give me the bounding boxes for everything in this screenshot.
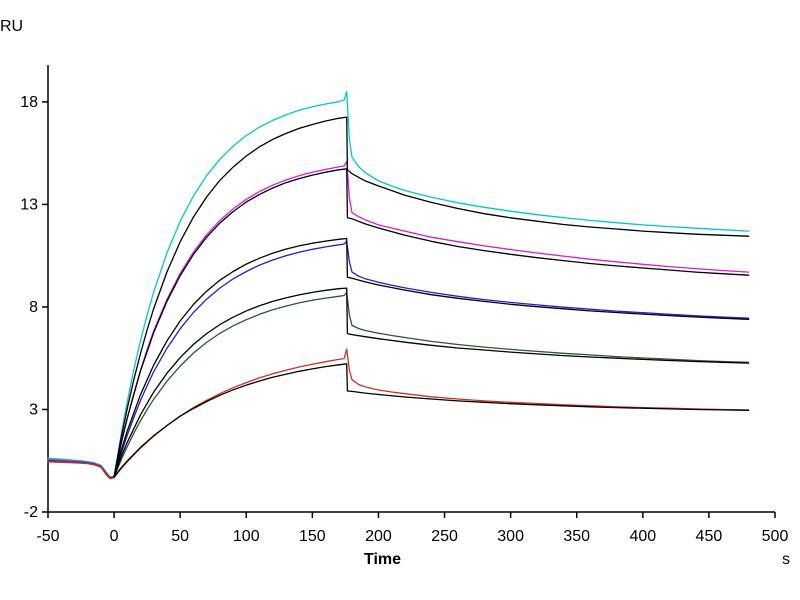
y-tick-label: -2 <box>24 504 38 521</box>
x-tick-label: 350 <box>563 528 590 545</box>
series-fit-2-black <box>113 168 750 478</box>
series-response-5-red <box>47 348 750 480</box>
series-fit-4-black <box>113 287 750 478</box>
x-axis-title: Time <box>364 551 402 568</box>
x-axis-unit-label: s <box>782 551 790 568</box>
series-response-1-cyan <box>47 91 750 478</box>
x-tick-label: 50 <box>171 528 189 545</box>
x-tick-label: 450 <box>696 528 723 545</box>
x-tick-label: 200 <box>365 528 392 545</box>
x-tick-label: 0 <box>110 528 119 545</box>
x-tick-label: 500 <box>762 528 789 545</box>
y-tick-label: 18 <box>20 94 38 111</box>
series-fit-3-black <box>113 237 750 478</box>
y-tick-label: 3 <box>29 401 38 418</box>
x-tick-label: 250 <box>431 528 458 545</box>
series-response-4-green <box>47 291 750 479</box>
y-axis-unit-label: RU <box>0 18 24 35</box>
series-fit-1-black <box>113 116 750 478</box>
x-tick-label: 400 <box>629 528 656 545</box>
x-tick-label: 150 <box>299 528 326 545</box>
y-tick-label: 8 <box>29 299 38 316</box>
x-tick-label: -50 <box>36 528 59 545</box>
y-tick-label: 13 <box>20 196 38 213</box>
x-tick-label: 300 <box>497 528 524 545</box>
series-fit-5-black <box>113 363 750 478</box>
series-response-2-magenta <box>47 160 750 479</box>
x-tick-label: 100 <box>233 528 260 545</box>
